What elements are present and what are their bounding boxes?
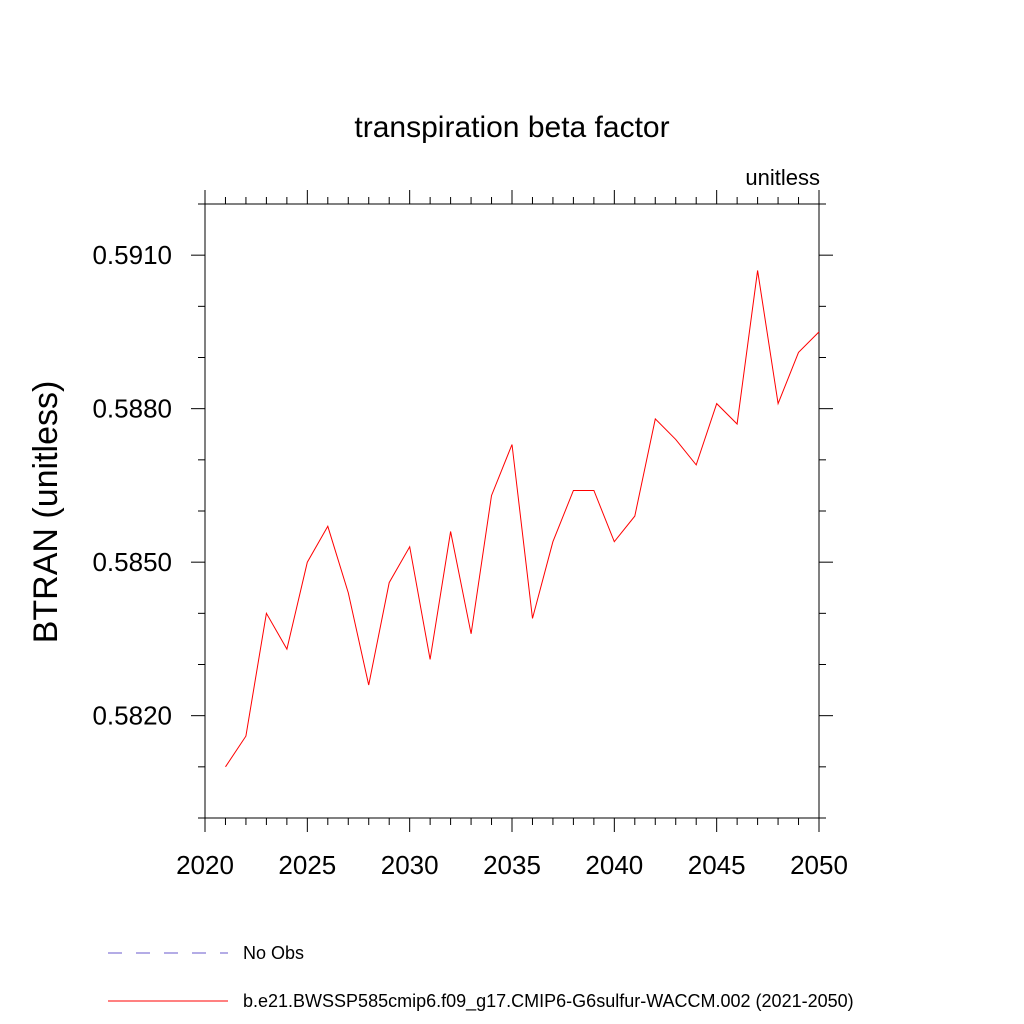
y-tick-label: 0.5850 [92, 547, 172, 577]
units-label: unitless [745, 165, 820, 190]
legend: No Obs b.e21.BWSSP585cmip6.f09_g17.CMIP6… [108, 943, 854, 1012]
x-tick-label: 2035 [483, 850, 541, 880]
y-tick-label: 0.5880 [92, 394, 172, 424]
plot-frame [204, 203, 820, 819]
x-tick-label: 2045 [688, 850, 746, 880]
y-axis-label: BTRAN (unitless) [27, 381, 65, 644]
x-tick-label: 2050 [790, 850, 848, 880]
legend-label-model: b.e21.BWSSP585cmip6.f09_g17.CMIP6-G6sulf… [243, 991, 854, 1012]
x-tick-label: 2025 [278, 850, 336, 880]
plot-area [225, 270, 820, 768]
series-line [225, 270, 820, 768]
legend-label-no-obs: No Obs [243, 943, 304, 963]
y-tick-label: 0.5820 [92, 701, 172, 731]
x-tick-label: 2040 [585, 850, 643, 880]
chart-title: transpiration beta factor [354, 111, 669, 144]
y-axis: 0.5820 0.5850 0.5880 0.5910 [92, 203, 833, 819]
y-tick-label: 0.5910 [92, 240, 172, 270]
x-axis: 2020 2025 2030 2035 2040 2045 2050 [176, 190, 848, 880]
x-tick-label: 2030 [381, 850, 439, 880]
x-tick-label: 2020 [176, 850, 234, 880]
